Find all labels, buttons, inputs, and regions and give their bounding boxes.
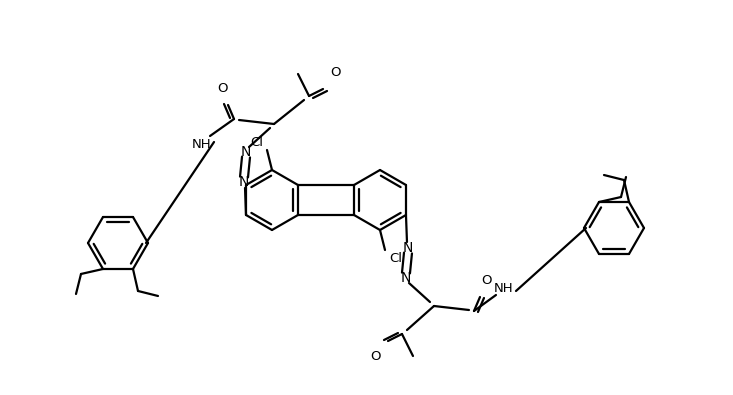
Text: O: O [217,83,227,96]
Text: NH: NH [494,282,514,295]
Text: O: O [330,66,340,79]
Text: Cl: Cl [251,135,263,149]
Text: O: O [371,350,381,363]
Text: N: N [241,145,251,159]
Text: N: N [401,271,411,285]
Text: NH: NH [192,137,212,150]
Text: Cl: Cl [389,252,402,265]
Text: O: O [482,275,493,288]
Text: N: N [239,175,249,189]
Text: N: N [403,241,413,255]
